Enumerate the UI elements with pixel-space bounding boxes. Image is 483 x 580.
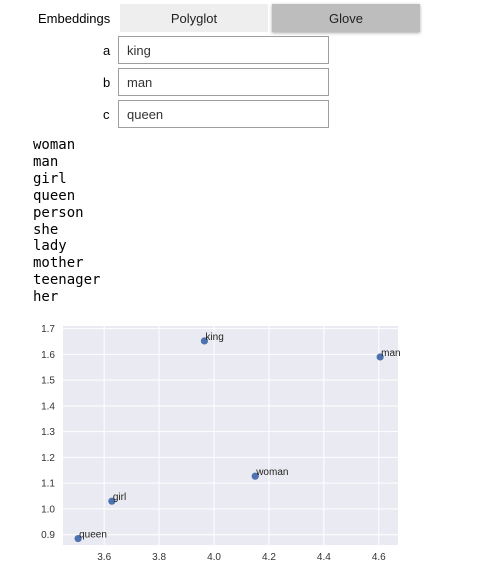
- y-tick-label: 1.0: [41, 504, 55, 515]
- input-b-label: b: [103, 75, 111, 90]
- result-item: queen: [33, 187, 76, 204]
- result-item: woman: [33, 137, 76, 153]
- y-tick-label: 1.1: [41, 479, 55, 490]
- y-tick-label: 1.6: [41, 350, 55, 361]
- result-item: she: [33, 221, 59, 238]
- result-item: mother: [33, 255, 84, 272]
- point-label-king: king: [205, 332, 223, 343]
- x-tick-label: 4.0: [207, 552, 221, 563]
- point-label-man: man: [381, 348, 400, 359]
- y-tick-label: 0.9: [41, 530, 55, 541]
- scatter-plot: 3.6 3.8 4.0 4.2 4.4 4.6 0.9 1.0 1.1 1.2 1.3 1.4 1.5 1…: [41, 324, 401, 563]
- point-queen: [74, 534, 82, 543]
- x-tick-label: 3.6: [97, 552, 111, 563]
- y-tick-label: 1.4: [41, 401, 55, 412]
- polyglot-toggle-button[interactable]: Polyglot: [120, 4, 268, 32]
- x-tick-label: 4.6: [372, 552, 386, 563]
- x-tick-label: 4.2: [262, 552, 276, 563]
- result-item: teenager: [33, 272, 101, 289]
- point-label-queen: queen: [79, 530, 107, 541]
- input-a-field[interactable]: [118, 36, 329, 64]
- point-man: [376, 353, 384, 361]
- input-c-field[interactable]: [118, 100, 329, 128]
- result-item: her: [33, 289, 59, 306]
- y-tick-label: 1.3: [41, 427, 55, 438]
- point-label-woman: woman: [255, 467, 288, 478]
- y-tick-label: 1.7: [41, 324, 55, 335]
- plot-background: [63, 326, 398, 545]
- result-item: man: [33, 153, 59, 170]
- input-c-label: c: [103, 107, 110, 122]
- point-woman: [251, 472, 259, 480]
- glove-toggle-button[interactable]: Glove: [272, 4, 420, 32]
- point-king: [200, 337, 209, 345]
- y-tick-label: 1.2: [41, 453, 55, 464]
- y-tick-label: 1.5: [41, 376, 55, 387]
- point-label-girl: girl: [113, 492, 126, 503]
- input-a-label: a: [103, 43, 111, 58]
- embeddings-label: Embeddings: [38, 11, 111, 26]
- result-item: lady: [33, 238, 67, 255]
- result-item: girl: [33, 170, 67, 187]
- result-item: person: [33, 204, 84, 221]
- point-girl: [108, 497, 116, 505]
- x-tick-label: 4.4: [317, 552, 331, 563]
- input-b-field[interactable]: [118, 68, 329, 96]
- results-list: woman man girl queen person she lady mot…: [33, 137, 100, 306]
- x-tick-label: 3.8: [152, 552, 166, 563]
